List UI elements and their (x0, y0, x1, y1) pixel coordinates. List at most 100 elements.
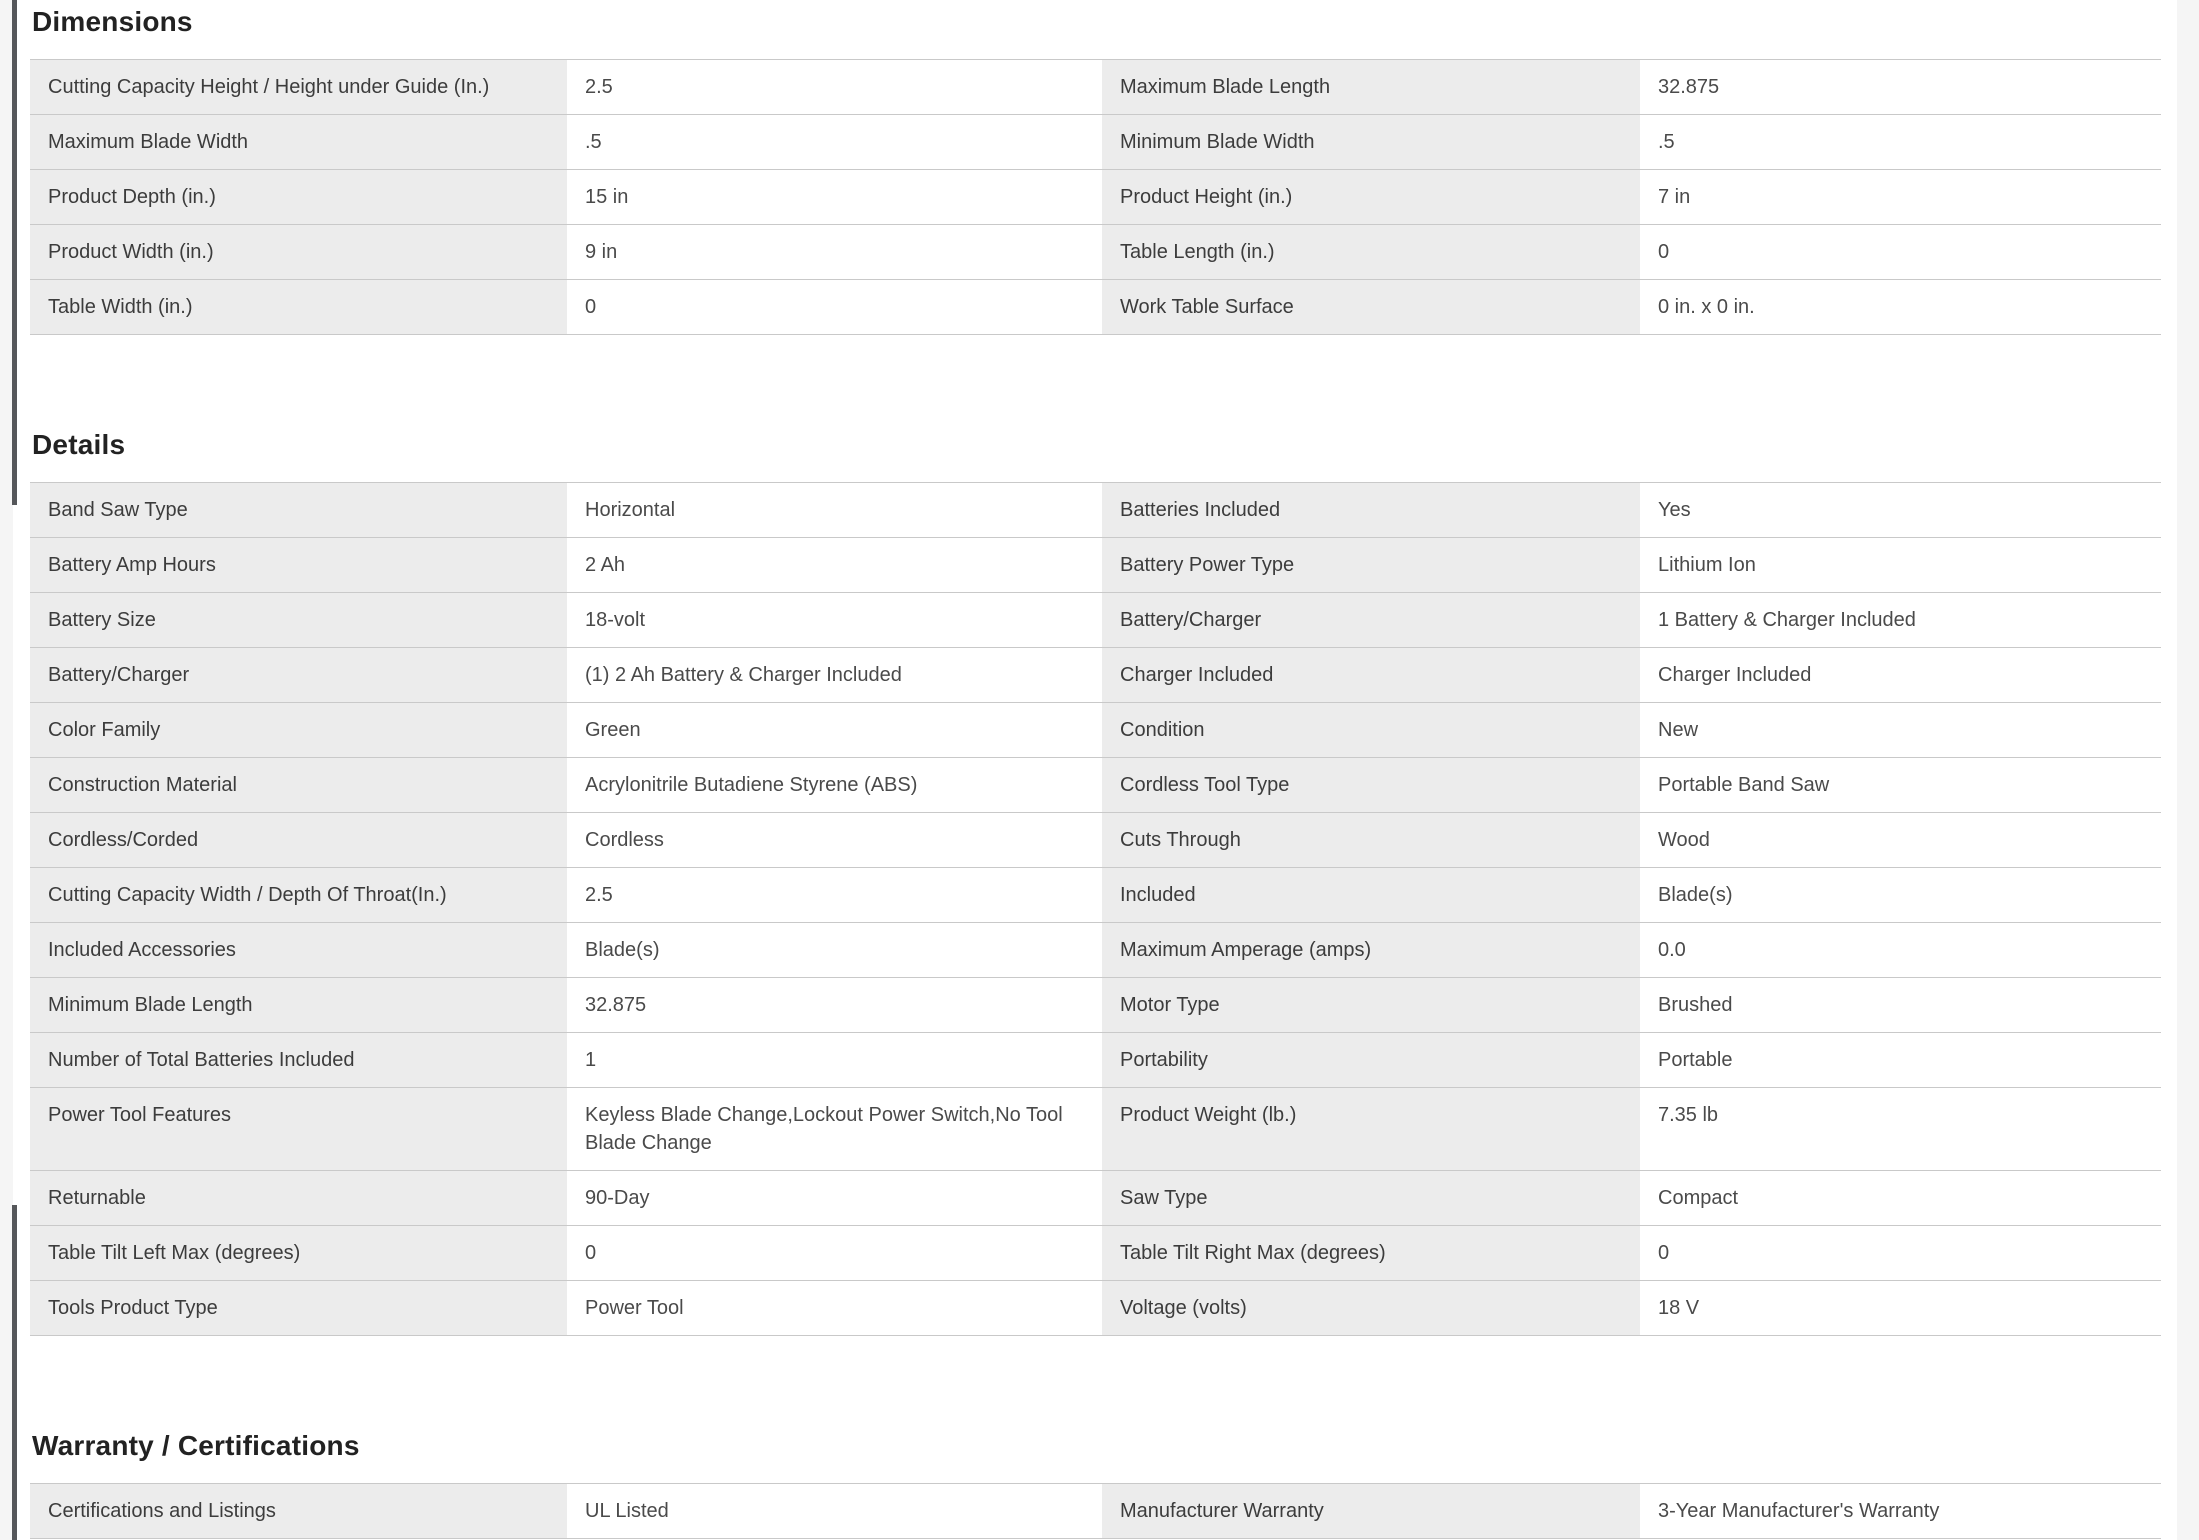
spec-value: Horizontal (567, 483, 1102, 537)
spec-label: Batteries Included (1102, 483, 1640, 537)
spec-label: Cordless Tool Type (1102, 758, 1640, 812)
table-row: Color Family Green Condition New (30, 702, 2161, 757)
left-edge-bar-top (12, 0, 17, 505)
spec-value: 7.35 lb (1640, 1088, 2160, 1170)
spec-content: Dimensions Cutting Capacity Height / Heig… (30, 0, 2161, 1539)
spec-label: Table Width (in.) (30, 280, 567, 334)
spec-label: Battery/Charger (30, 648, 567, 702)
spec-label: Cutting Capacity Width / Depth Of Throat… (30, 868, 567, 922)
table-row: Maximum Blade Width .5 Minimum Blade Width… (30, 114, 2161, 169)
table-row: Construction Material Acrylonitrile Butad… (30, 757, 2161, 812)
spec-label: Maximum Amperage (amps) (1102, 923, 1640, 977)
table-row: Band Saw Type Horizontal Batteries Include… (30, 482, 2161, 537)
spec-value: Lithium Ion (1640, 538, 2160, 592)
spec-value: 3-Year Manufacturer's Warranty (1640, 1484, 2160, 1538)
spec-label: Saw Type (1102, 1171, 1640, 1225)
spec-label: Returnable (30, 1171, 567, 1225)
spec-label: Table Tilt Left Max (degrees) (30, 1226, 567, 1280)
spec-label: Charger Included (1102, 648, 1640, 702)
table-row: Product Width (in.) 9 in Table Length (in.… (30, 224, 2161, 279)
spec-value: Blade(s) (1640, 868, 2160, 922)
spec-label: Cutting Capacity Height / Height under G… (30, 60, 567, 114)
table-row: Tools Product Type Power Tool Voltage (vol… (30, 1280, 2161, 1335)
spec-value: Compact (1640, 1171, 2160, 1225)
spec-label: Number of Total Batteries Included (30, 1033, 567, 1087)
spec-label: Certifications and Listings (30, 1484, 567, 1538)
spec-label: Maximum Blade Width (30, 115, 567, 169)
spec-value: Keyless Blade Change,Lockout Power Switc… (567, 1088, 1102, 1170)
spec-table: Band Saw Type Horizontal Batteries Include… (30, 482, 2161, 1336)
spec-value: New (1640, 703, 2160, 757)
spec-value: 0 (1640, 1226, 2160, 1280)
spec-value: 2.5 (567, 868, 1102, 922)
spec-label: Power Tool Features (30, 1088, 567, 1170)
spec-label: Color Family (30, 703, 567, 757)
spec-value: 0 (567, 280, 1102, 334)
spec-value: (1) 2 Ah Battery & Charger Included (567, 648, 1102, 702)
spec-value: 2.5 (567, 60, 1102, 114)
spec-value: Acrylonitrile Butadiene Styrene (ABS) (567, 758, 1102, 812)
table-row: Returnable 90-Day Saw Type Compact (30, 1170, 2161, 1225)
spec-label: Battery Size (30, 593, 567, 647)
spec-label: Work Table Surface (1102, 280, 1640, 334)
spec-value: .5 (567, 115, 1102, 169)
spec-label: Band Saw Type (30, 483, 567, 537)
spec-label: Condition (1102, 703, 1640, 757)
spec-label: Portability (1102, 1033, 1640, 1087)
spec-value: Portable (1640, 1033, 2160, 1087)
spec-label: Product Depth (in.) (30, 170, 567, 224)
section-title: Warranty / Certifications (32, 1430, 360, 1461)
spec-value: 0 in. x 0 in. (1640, 280, 2160, 334)
table-row: Cutting Capacity Width / Depth Of Throat… (30, 867, 2161, 922)
left-edge-bar-bottom (12, 1205, 17, 1540)
spec-value: UL Listed (567, 1484, 1102, 1538)
spec-label: Motor Type (1102, 978, 1640, 1032)
spec-value: Charger Included (1640, 648, 2160, 702)
spec-value: 32.875 (1640, 60, 2160, 114)
spec-value: 18 V (1640, 1281, 2160, 1335)
spec-label: Maximum Blade Length (1102, 60, 1640, 114)
spec-value: 18-volt (567, 593, 1102, 647)
table-row: Battery Amp Hours 2 Ah Battery Power Type L… (30, 537, 2161, 592)
table-row: Number of Total Batteries Included 1 Porta… (30, 1032, 2161, 1087)
specifications-page: Dimensions Cutting Capacity Height / Heig… (13, 0, 2177, 1540)
spec-label: Battery/Charger (1102, 593, 1640, 647)
spec-value: Portable Band Saw (1640, 758, 2160, 812)
table-row: Product Depth (in.) 15 in Product Height (… (30, 169, 2161, 224)
table-row: Battery Size 18-volt Battery/Charger 1 Batt… (30, 592, 2161, 647)
spec-label: Minimum Blade Length (30, 978, 567, 1032)
spec-value: Yes (1640, 483, 2160, 537)
spec-label: Construction Material (30, 758, 567, 812)
table-row: Cordless/Corded Cordless Cuts Through Wood (30, 812, 2161, 867)
spec-value: Brushed (1640, 978, 2160, 1032)
spec-label: Included Accessories (30, 923, 567, 977)
spec-value: 1 (567, 1033, 1102, 1087)
spec-value: 15 in (567, 170, 1102, 224)
spec-value: .5 (1640, 115, 2160, 169)
table-row: Included Accessories Blade(s) Maximum Ampe… (30, 922, 2161, 977)
table-row: Table Tilt Left Max (degrees) 0 Table Tilt… (30, 1225, 2161, 1280)
spec-value: 90-Day (567, 1171, 1102, 1225)
spec-label: Battery Power Type (1102, 538, 1640, 592)
spec-label: Cordless/Corded (30, 813, 567, 867)
spec-value: Cordless (567, 813, 1102, 867)
spec-label: Product Width (in.) (30, 225, 567, 279)
section-warranty-certifications: Warranty / Certifications Certifications … (30, 1430, 2161, 1539)
spec-label: Product Height (in.) (1102, 170, 1640, 224)
spec-value: 0 (1640, 225, 2160, 279)
spec-value: Blade(s) (567, 923, 1102, 977)
spec-value: 0.0 (1640, 923, 2160, 977)
spec-value: 0 (567, 1226, 1102, 1280)
spec-label: Minimum Blade Width (1102, 115, 1640, 169)
spec-value: 9 in (567, 225, 1102, 279)
spec-value: 7 in (1640, 170, 2160, 224)
spec-label: Cuts Through (1102, 813, 1640, 867)
spec-table: Cutting Capacity Height / Height under G… (30, 59, 2161, 335)
spec-table: Certifications and Listings UL Listed Manu… (30, 1483, 2161, 1539)
spec-value: Power Tool (567, 1281, 1102, 1335)
table-row: Battery/Charger (1) 2 Ah Battery & Charge… (30, 647, 2161, 702)
spec-value: 2 Ah (567, 538, 1102, 592)
spec-label: Table Tilt Right Max (degrees) (1102, 1226, 1640, 1280)
spec-value: 32.875 (567, 978, 1102, 1032)
spec-label: Tools Product Type (30, 1281, 567, 1335)
